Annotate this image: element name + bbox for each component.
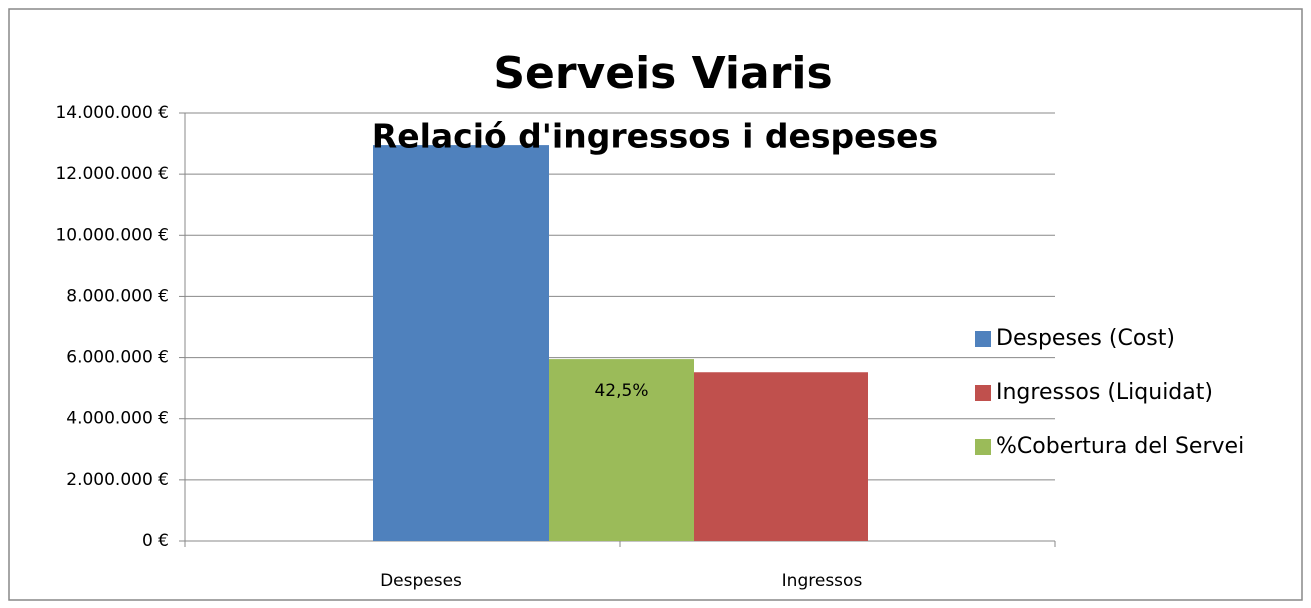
legend-label: %Cobertura del Servei xyxy=(996,434,1244,459)
bar xyxy=(694,372,868,541)
y-tick-label: 8.000.000 € xyxy=(66,286,169,306)
bar xyxy=(549,359,694,541)
data-label: 42,5% xyxy=(594,381,648,401)
chart-subtitle: Relació d'ingressos i despeses xyxy=(372,117,938,156)
y-tick-label: 10.000.000 € xyxy=(55,225,169,245)
legend-swatch xyxy=(975,439,991,455)
chart-title: Serveis Viaris xyxy=(493,48,832,99)
y-tick-label: 4.000.000 € xyxy=(66,409,169,429)
y-tick-label: 14.000.000 € xyxy=(55,103,169,123)
y-tick-label: 2.000.000 € xyxy=(66,470,169,490)
legend-swatch xyxy=(975,385,991,401)
legend-label: Ingressos (Liquidat) xyxy=(996,380,1213,405)
x-tick-label: Despeses xyxy=(380,571,462,591)
y-tick-label: 0 € xyxy=(142,531,169,551)
y-tick-label: 6.000.000 € xyxy=(66,348,169,368)
bar xyxy=(373,145,549,541)
legend-swatch xyxy=(975,331,991,347)
legend-label: Despeses (Cost) xyxy=(996,326,1175,351)
x-tick-label: Ingressos xyxy=(782,571,863,591)
y-tick-label: 12.000.000 € xyxy=(55,164,169,184)
